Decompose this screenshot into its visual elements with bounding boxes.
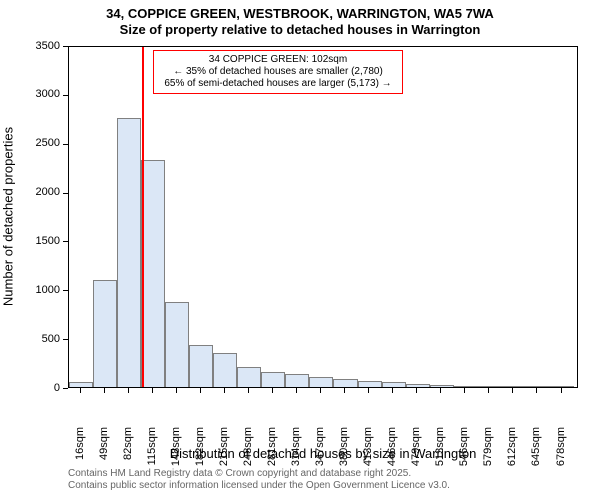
x-tick-mark <box>224 388 225 393</box>
x-tick-mark <box>440 388 441 393</box>
chart-container: 34, COPPICE GREEN, WESTBROOK, WARRINGTON… <box>0 0 600 500</box>
chart-titles: 34, COPPICE GREEN, WESTBROOK, WARRINGTON… <box>0 0 600 39</box>
x-tick-mark <box>416 388 417 393</box>
histogram-bar <box>430 385 454 387</box>
histogram-bar <box>406 384 430 387</box>
y-tick-label: 1000 <box>10 284 60 296</box>
histogram-bar <box>333 379 357 387</box>
y-tick-label: 3000 <box>10 88 60 100</box>
histogram-bar <box>358 381 382 387</box>
plot-area: 34 COPPICE GREEN: 102sqm← 35% of detache… <box>68 46 578 388</box>
y-tick-mark <box>63 339 68 340</box>
y-tick-mark <box>63 95 68 96</box>
x-tick-mark <box>536 388 537 393</box>
x-tick-mark <box>176 388 177 393</box>
footer-line-2: Contains public sector information licen… <box>68 480 450 492</box>
x-tick-mark <box>512 388 513 393</box>
x-tick-mark <box>272 388 273 393</box>
x-tick-mark <box>248 388 249 393</box>
histogram-bar <box>93 280 117 387</box>
x-tick-mark <box>344 388 345 393</box>
property-marker-line <box>142 47 144 387</box>
y-tick-mark <box>63 46 68 47</box>
histogram-bar <box>165 302 189 387</box>
x-axis-label: Distribution of detached houses by size … <box>68 446 578 461</box>
histogram-bar <box>117 118 141 387</box>
annotation-line-1: 34 COPPICE GREEN: 102sqm <box>157 54 399 66</box>
histogram-bar <box>69 382 93 387</box>
footer-line-1: Contains HM Land Registry data © Crown c… <box>68 468 450 480</box>
x-tick-mark <box>392 388 393 393</box>
histogram-bar <box>382 382 406 387</box>
title-line-2: Size of property relative to detached ho… <box>0 22 600 38</box>
y-tick-mark <box>63 144 68 145</box>
x-tick-mark <box>488 388 489 393</box>
histogram-bar <box>189 345 213 387</box>
histogram-bar <box>309 377 333 387</box>
x-tick-mark <box>296 388 297 393</box>
histogram-bar <box>213 353 237 387</box>
histogram-bar <box>526 386 550 387</box>
histogram-bar <box>454 386 478 387</box>
y-tick-label: 2500 <box>10 137 60 149</box>
annotation-line-2: ← 35% of detached houses are smaller (2,… <box>157 66 399 78</box>
y-tick-mark <box>63 193 68 194</box>
histogram-bar <box>550 386 574 387</box>
y-tick-label: 500 <box>10 333 60 345</box>
histogram-bar <box>285 374 309 387</box>
x-tick-mark <box>368 388 369 393</box>
histogram-bar <box>237 367 261 387</box>
annotation-box: 34 COPPICE GREEN: 102sqm← 35% of detache… <box>153 50 403 94</box>
x-tick-mark <box>152 388 153 393</box>
y-tick-label: 3500 <box>10 40 60 52</box>
title-line-1: 34, COPPICE GREEN, WESTBROOK, WARRINGTON… <box>0 6 600 22</box>
y-tick-mark <box>63 388 68 389</box>
x-tick-mark <box>104 388 105 393</box>
x-tick-mark <box>200 388 201 393</box>
histogram-bar <box>502 386 526 387</box>
y-tick-label: 0 <box>10 382 60 394</box>
x-tick-mark <box>464 388 465 393</box>
y-tick-mark <box>63 290 68 291</box>
x-tick-mark <box>320 388 321 393</box>
x-tick-mark <box>561 388 562 393</box>
annotation-line-3: 65% of semi-detached houses are larger (… <box>157 78 399 90</box>
x-tick-mark <box>80 388 81 393</box>
histogram-bar <box>141 160 165 387</box>
y-tick-mark <box>63 241 68 242</box>
y-tick-label: 2000 <box>10 186 60 198</box>
histogram-bar <box>261 372 285 387</box>
attribution-footer: Contains HM Land Registry data © Crown c… <box>68 468 450 492</box>
y-tick-label: 1500 <box>10 235 60 247</box>
x-tick-mark <box>128 388 129 393</box>
histogram-bar <box>478 386 502 387</box>
